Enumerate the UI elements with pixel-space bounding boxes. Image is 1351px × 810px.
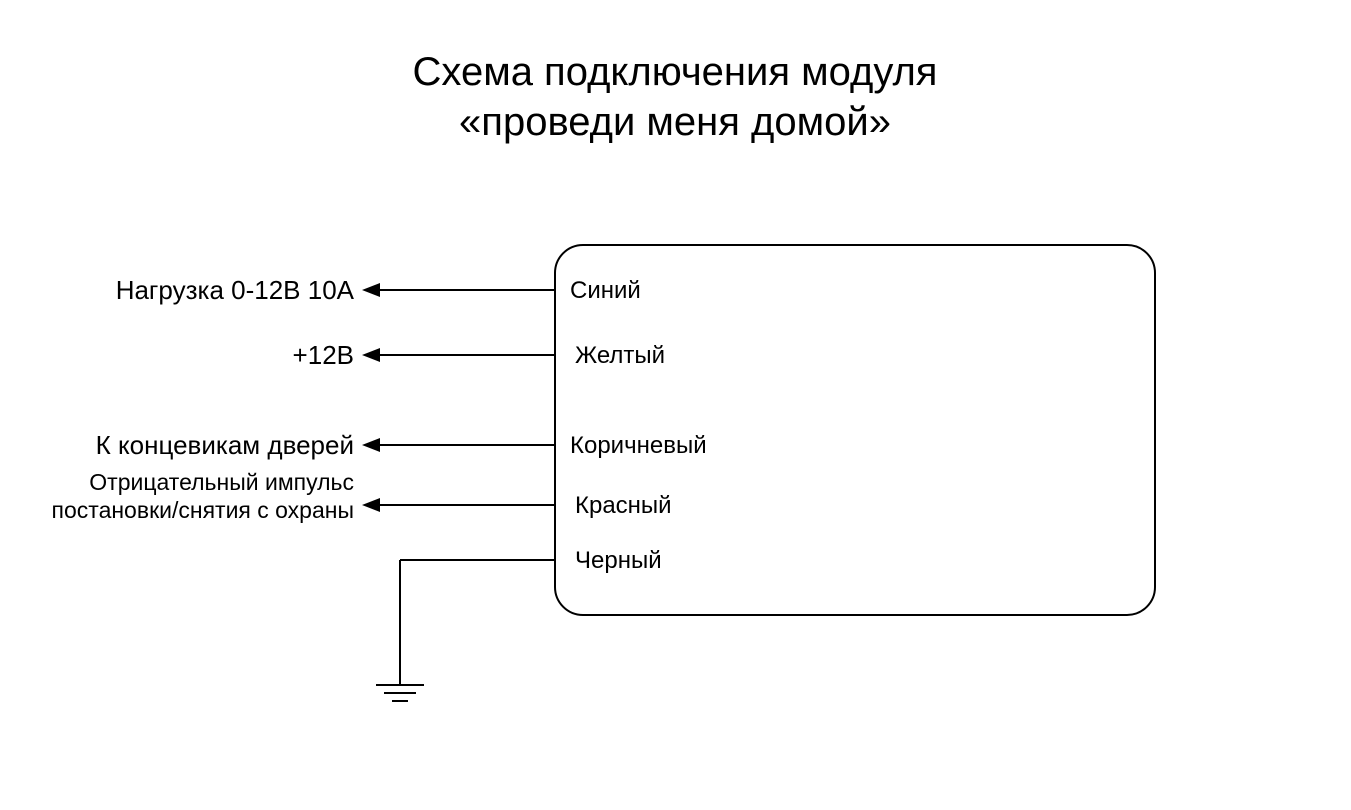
wire-target-label-yellow: +12В	[293, 340, 354, 370]
wire-color-label-blue: Синий	[570, 277, 641, 304]
wire-target-label-brown: К концевикам дверей	[96, 430, 354, 460]
wire-target-label-red-l2: постановки/снятия с охраны	[52, 497, 354, 523]
diagram-title-line1: Схема подключения модуля	[413, 50, 938, 94]
wire-color-label-red: Красный	[575, 492, 672, 519]
wiring-diagram: Схема подключения модуля «проведи меня до…	[0, 0, 1351, 810]
wire-target-label-blue: Нагрузка 0-12В 10А	[116, 275, 355, 305]
wire-color-label-brown: Коричневый	[570, 432, 707, 459]
wire-color-label-black: Черный	[575, 547, 662, 574]
wire-color-label-yellow: Желтый	[575, 342, 665, 369]
diagram-title-line2: «проведи меня домой»	[459, 100, 891, 144]
wire-target-label-red-l1: Отрицательный импульс	[89, 469, 354, 495]
